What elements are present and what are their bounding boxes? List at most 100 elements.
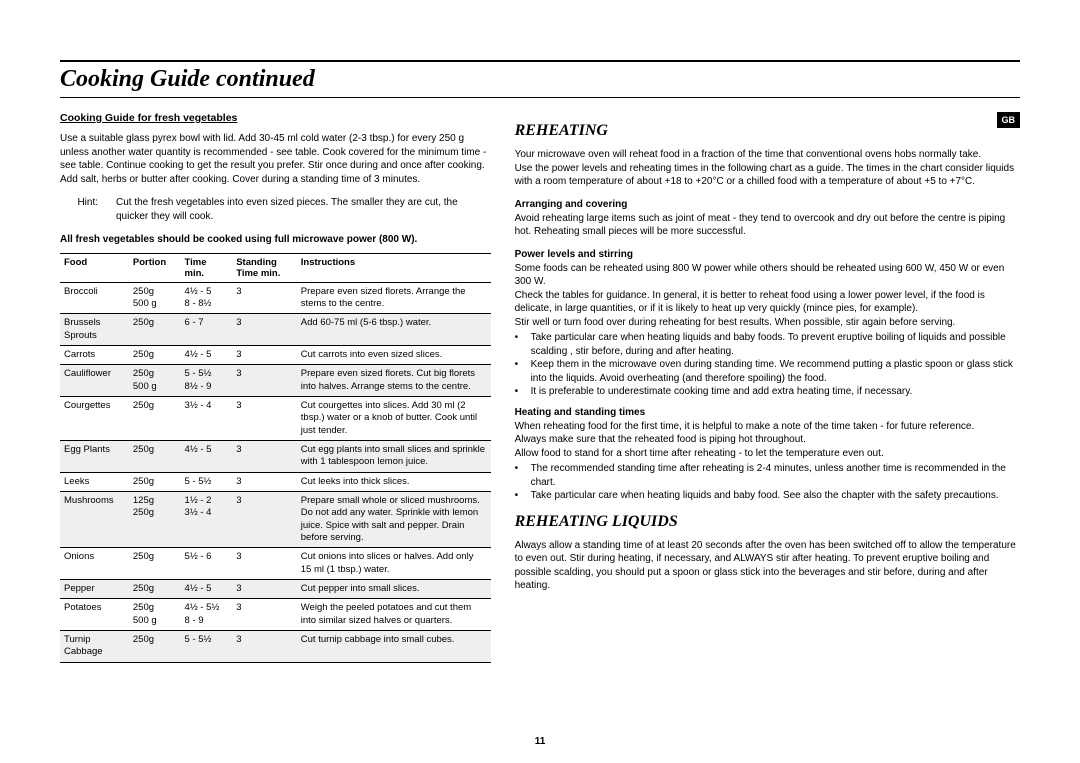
bullet-text: The recommended standing time after rehe… (531, 462, 1020, 489)
cell-time: 5 - 5½ (181, 472, 233, 491)
hint-text: Cut the fresh vegetables into even sized… (116, 196, 491, 223)
table-row: Mushrooms125g 250g1½ - 2 3½ - 43Prepare … (60, 491, 491, 547)
cell-standing: 3 (232, 491, 297, 547)
cell-standing: 3 (232, 345, 297, 364)
cell-portion: 125g 250g (129, 491, 181, 547)
cell-time: 6 - 7 (181, 314, 233, 346)
reheating-title: REHEATING (515, 122, 1020, 140)
heating-bullets: •The recommended standing time after reh… (515, 462, 1020, 503)
cell-standing: 3 (232, 396, 297, 440)
table-row: Leeks250g5 - 5½3Cut leeks into thick sli… (60, 472, 491, 491)
bullet-text: Keep them in the microwave oven during s… (531, 358, 1020, 385)
top-rule (60, 60, 1020, 62)
cell-time: 5 - 5½ (181, 631, 233, 663)
cell-standing: 3 (232, 365, 297, 397)
liquids-text: Always allow a standing time of at least… (515, 539, 1020, 593)
power-head: Power levels and stirring (515, 249, 1020, 260)
bullet-text: Take particular care when heating liquid… (531, 331, 1020, 358)
cell-instructions: Cut courgettes into slices. Add 30 ml (2… (297, 396, 491, 440)
table-row: Potatoes250g 500 g4½ - 5½ 8 - 93Weigh th… (60, 599, 491, 631)
th-standing: Standing Time min. (232, 253, 297, 282)
cell-standing: 3 (232, 314, 297, 346)
cell-portion: 250g (129, 472, 181, 491)
cell-time: 3½ - 4 (181, 396, 233, 440)
cell-instructions: Add 60-75 ml (5-6 tbsp.) water. (297, 314, 491, 346)
cell-standing: 3 (232, 599, 297, 631)
cell-food: Potatoes (60, 599, 129, 631)
cell-instructions: Prepare even sized florets. Cut big flor… (297, 365, 491, 397)
bullet-dot-icon: • (515, 385, 525, 399)
th-instructions: Instructions (297, 253, 491, 282)
table-header-row: Food Portion Time min. Standing Time min… (60, 253, 491, 282)
arranging-text: Avoid reheating large items such as join… (515, 212, 1020, 239)
heating-intro: When reheating food for the first time, … (515, 420, 1020, 461)
bullet-dot-icon: • (515, 462, 525, 489)
bullet-text: It is preferable to underestimate cookin… (531, 385, 913, 399)
table-row: Turnip Cabbage250g5 - 5½3Cut turnip cabb… (60, 631, 491, 663)
cell-food: Carrots (60, 345, 129, 364)
cell-food: Brussels Sprouts (60, 314, 129, 346)
cell-standing: 3 (232, 472, 297, 491)
cell-instructions: Cut onions into slices or halves. Add on… (297, 548, 491, 580)
cell-instructions: Cut carrots into even sized slices. (297, 345, 491, 364)
table-row: Broccoli250g 500 g4½ - 5 8 - 8½3Prepare … (60, 282, 491, 314)
cell-standing: 3 (232, 548, 297, 580)
bullet-item: •Take particular care when heating liqui… (515, 331, 1020, 358)
hint-label: Hint: (60, 196, 98, 223)
table-row: Carrots250g4½ - 53Cut carrots into even … (60, 345, 491, 364)
th-food: Food (60, 253, 129, 282)
cell-time: 4½ - 5 (181, 580, 233, 599)
cell-time: 5 - 5½ 8½ - 9 (181, 365, 233, 397)
cell-portion: 250g 500 g (129, 599, 181, 631)
table-row: Egg Plants250g4½ - 53Cut egg plants into… (60, 440, 491, 472)
cell-standing: 3 (232, 282, 297, 314)
arranging-head: Arranging and covering (515, 199, 1020, 210)
cell-food: Mushrooms (60, 491, 129, 547)
cell-portion: 250g (129, 631, 181, 663)
cell-time: 4½ - 5 (181, 440, 233, 472)
cell-portion: 250g (129, 440, 181, 472)
table-row: Onions250g5½ - 63Cut onions into slices … (60, 548, 491, 580)
cell-time: 4½ - 5 (181, 345, 233, 364)
heating-head: Heating and standing times (515, 407, 1020, 418)
table-note: All fresh vegetables should be cooked us… (60, 233, 491, 247)
th-portion: Portion (129, 253, 181, 282)
page-title: Cooking Guide continued (60, 66, 1020, 93)
cell-time: 4½ - 5½ 8 - 9 (181, 599, 233, 631)
right-column: GB REHEATING Your microwave oven will re… (515, 112, 1020, 663)
cell-portion: 250g (129, 396, 181, 440)
cell-food: Courgettes (60, 396, 129, 440)
cell-food: Broccoli (60, 282, 129, 314)
two-column-layout: Cooking Guide for fresh vegetables Use a… (60, 112, 1020, 663)
bullet-text: Take particular care when heating liquid… (531, 489, 999, 503)
table-row: Courgettes250g3½ - 43Cut courgettes into… (60, 396, 491, 440)
reheating-intro: Your microwave oven will reheat food in … (515, 148, 1020, 189)
cell-standing: 3 (232, 631, 297, 663)
cell-portion: 250g 500 g (129, 365, 181, 397)
table-row: Cauliflower250g 500 g5 - 5½ 8½ - 93Prepa… (60, 365, 491, 397)
cell-portion: 250g 500 g (129, 282, 181, 314)
cell-instructions: Cut pepper into small slices. (297, 580, 491, 599)
power-bullets: • Take particular care when heating liqui… (515, 331, 1020, 399)
cell-food: Onions (60, 548, 129, 580)
cell-instructions: Weigh the peeled potatoes and cut them i… (297, 599, 491, 631)
cell-portion: 250g (129, 345, 181, 364)
veg-subhead: Cooking Guide for fresh vegetables (60, 112, 491, 124)
cell-instructions: Prepare even sized florets. Arrange the … (297, 282, 491, 314)
table-row: Brussels Sprouts250g6 - 73Add 60-75 ml (… (60, 314, 491, 346)
page-number: 11 (535, 736, 546, 747)
th-time: Time min. (181, 253, 233, 282)
liquids-title: REHEATING LIQUIDS (515, 513, 1020, 531)
cell-food: Leeks (60, 472, 129, 491)
power-intro: Some foods can be reheated using 800 W p… (515, 262, 1020, 330)
cell-instructions: Cut leeks into thick slices. (297, 472, 491, 491)
gb-badge: GB (997, 112, 1021, 128)
left-column: Cooking Guide for fresh vegetables Use a… (60, 112, 491, 663)
cell-food: Pepper (60, 580, 129, 599)
cell-instructions: Cut egg plants into small slices and spr… (297, 440, 491, 472)
bullet-item: •Keep them in the microwave oven during … (515, 358, 1020, 385)
cell-time: 1½ - 2 3½ - 4 (181, 491, 233, 547)
vegetable-table: Food Portion Time min. Standing Time min… (60, 253, 491, 663)
cell-portion: 250g (129, 314, 181, 346)
bullet-item: •Take particular care when heating liqui… (515, 489, 1020, 503)
